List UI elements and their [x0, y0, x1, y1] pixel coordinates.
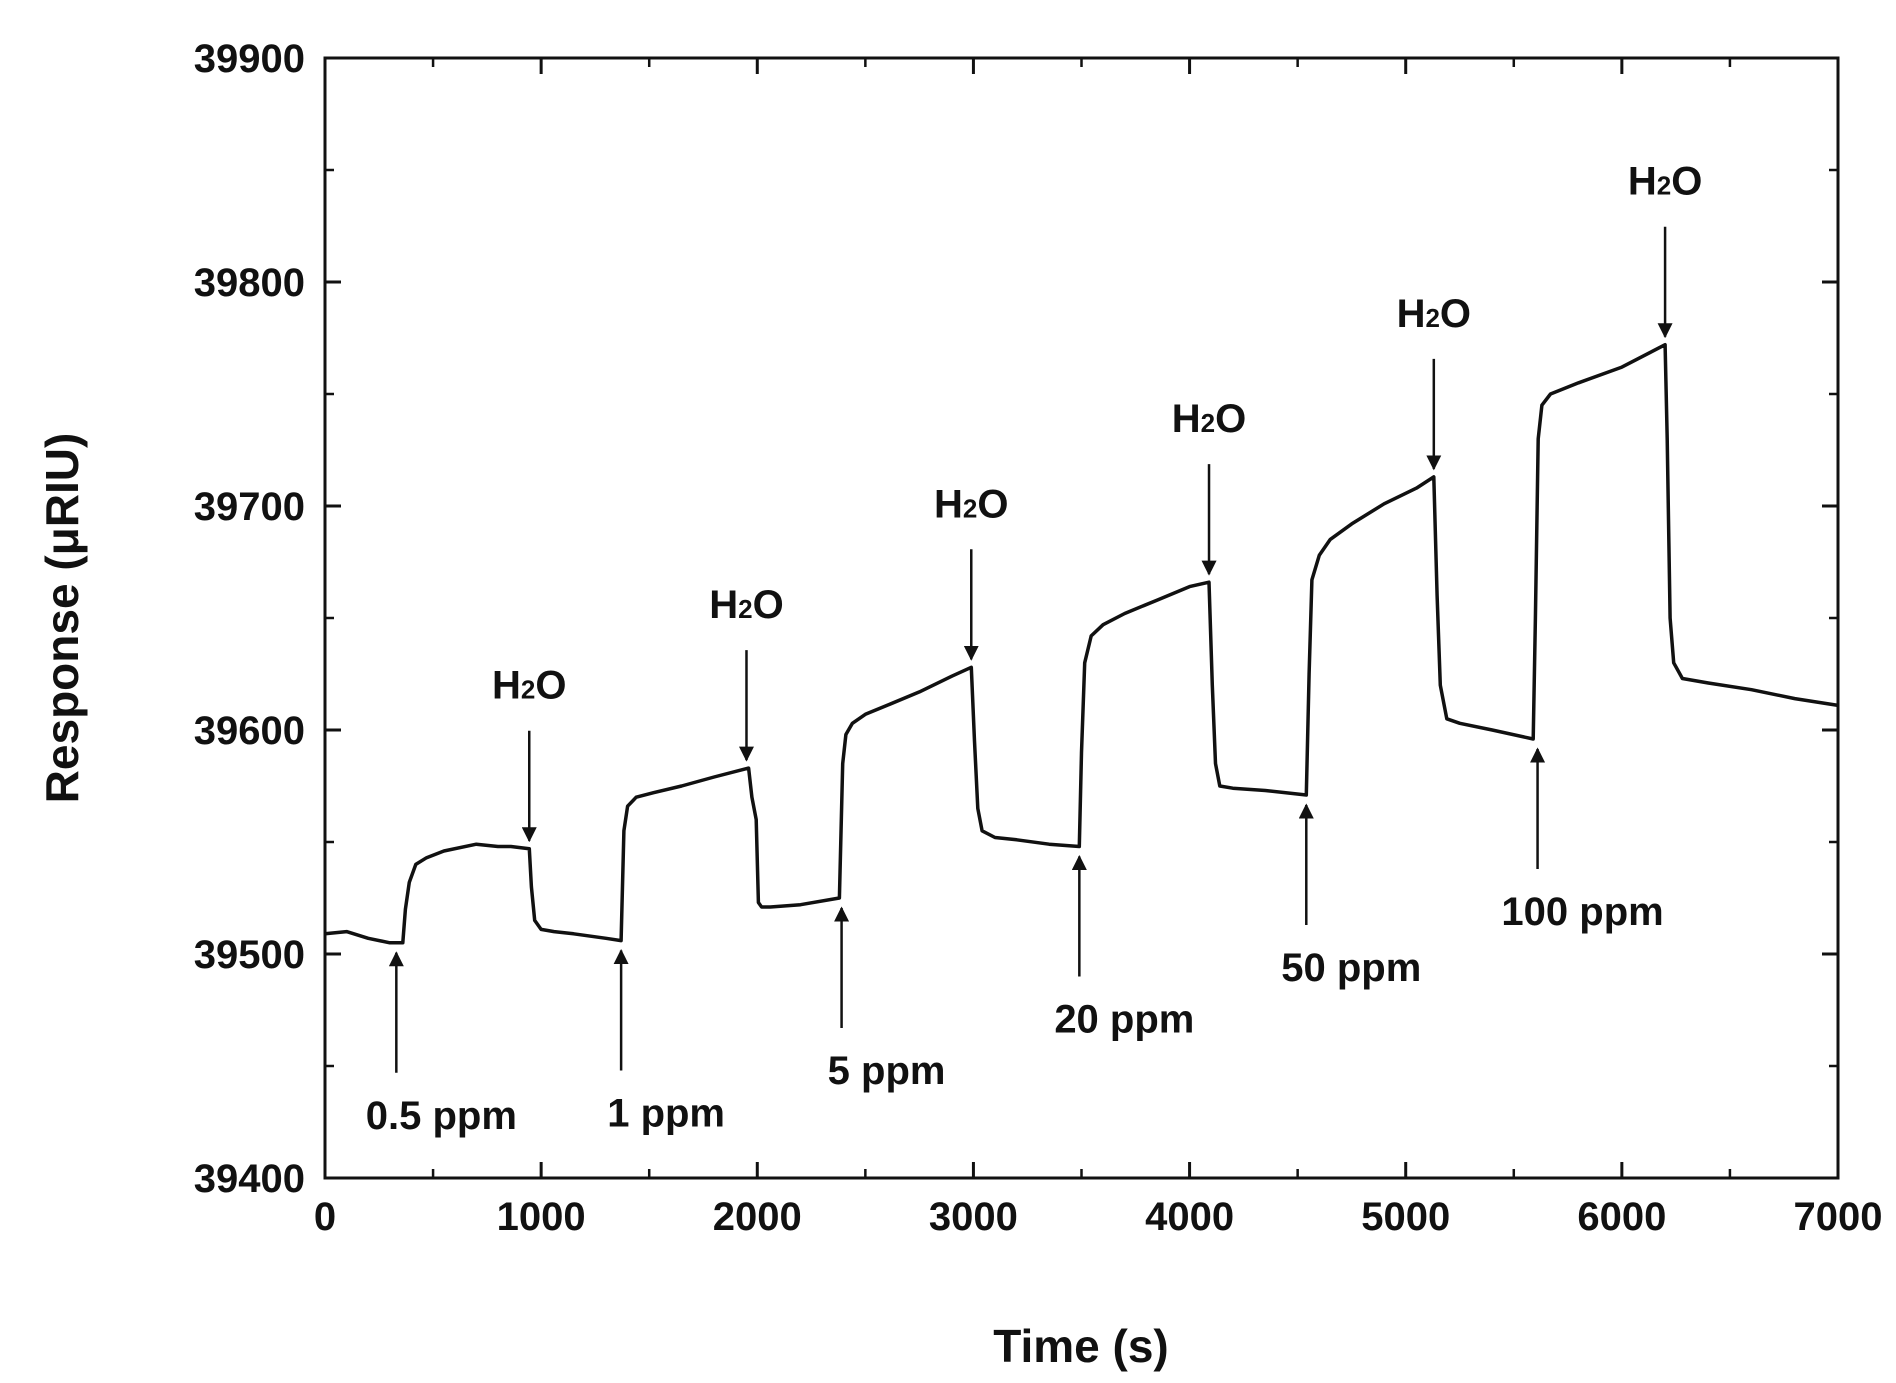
series-line [324, 342, 1839, 945]
rinse-label-main: H [934, 482, 963, 526]
rinse-label-end: O [1215, 397, 1246, 441]
rinse-label: H2O [1397, 292, 1471, 336]
rinse-label-sub: 2 [1657, 171, 1671, 201]
rinse-label-end: O [1440, 292, 1471, 336]
injection-label: 100 ppm [1501, 890, 1663, 934]
y-tick-label: 39500 [194, 933, 305, 977]
injection-label: 20 ppm [1054, 997, 1194, 1041]
rinse-label: H2O [492, 664, 566, 708]
x-tick-label: 5000 [1361, 1195, 1450, 1239]
series-layer [324, 342, 1839, 945]
y-tick-label: 39800 [194, 261, 305, 305]
axis-tick-labels: 0 1000 2000 3000 4000 5000 6000 7000 39400 39500 3… [194, 37, 1883, 1239]
rinse-label: H2O [934, 482, 1008, 526]
injection-label: 1 ppm [607, 1092, 725, 1136]
injection-label: 0.5 ppm [366, 1094, 517, 1138]
x-axis-title: Time (s) [993, 1320, 1169, 1372]
x-tick-label: 0 [314, 1195, 336, 1239]
injection-label: 50 ppm [1281, 946, 1421, 990]
y-tick-label: 39400 [194, 1157, 305, 1201]
rinse-label-end: O [535, 664, 566, 708]
rinse-label-main: H [1397, 292, 1426, 336]
y-tick-label: 39600 [194, 709, 305, 753]
rinse-label: H2O [709, 583, 783, 627]
y-tick-label: 39700 [194, 485, 305, 529]
x-tick-label: 4000 [1145, 1195, 1234, 1239]
rinse-label-end: O [1671, 160, 1702, 204]
rinse-label-main: H [709, 583, 738, 627]
rinse-label: H2O [1172, 397, 1246, 441]
rinse-label-sub: 2 [738, 594, 752, 624]
x-tick-label: 6000 [1577, 1195, 1666, 1239]
x-tick-label: 7000 [1794, 1195, 1883, 1239]
x-tick-label: 1000 [497, 1195, 586, 1239]
axis-ticks [323, 56, 1840, 1180]
rinse-label-main: H [492, 664, 521, 708]
rinse-label-main: H [1172, 397, 1201, 441]
x-tick-label: 2000 [713, 1195, 802, 1239]
rinse-label-end: O [977, 482, 1008, 526]
rinse-label-sub: 2 [1425, 303, 1439, 333]
injection-label: 5 ppm [828, 1049, 946, 1093]
y-axis-title: Response (μRIU) [36, 433, 88, 804]
rinse-label-end: O [753, 583, 784, 627]
x-tick-label: 3000 [929, 1195, 1018, 1239]
rinse-label-sub: 2 [963, 493, 977, 523]
y-tick-label: 39900 [194, 37, 305, 81]
rinse-label: H2O [1628, 160, 1702, 204]
rinse-label-sub: 2 [521, 675, 535, 705]
rinse-label-sub: 2 [1201, 408, 1215, 438]
rinse-label-main: H [1628, 160, 1657, 204]
